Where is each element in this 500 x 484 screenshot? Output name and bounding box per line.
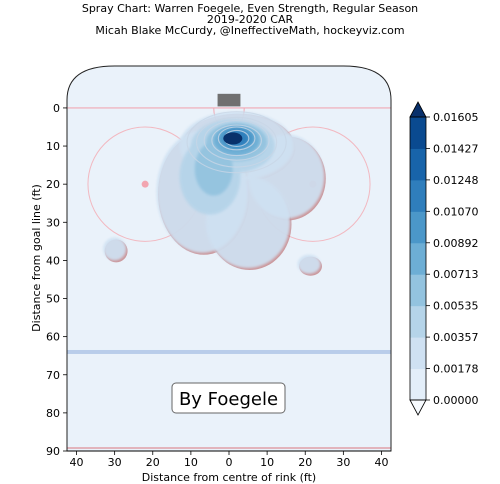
y-tick-label: 80 — [46, 407, 60, 420]
colorbar-tick-label: 0.01605 — [433, 111, 479, 124]
x-tick-label: 0 — [226, 456, 233, 469]
y-tick-label: 70 — [46, 369, 60, 382]
annotation-text: By Foegele — [179, 389, 278, 410]
colorbar-segment — [410, 179, 426, 212]
y-tick-label: 0 — [53, 102, 60, 115]
colorbar-segment — [410, 242, 426, 275]
rink-border — [66, 65, 392, 452]
colorbar-segment — [410, 305, 426, 338]
colorbar-segment — [410, 117, 426, 149]
x-tick-label: 10 — [184, 456, 198, 469]
x-tick-label: 20 — [146, 456, 160, 469]
contour-line — [217, 126, 256, 151]
colorbar-tick-label: 0.01427 — [433, 142, 479, 155]
x-tick-label: 10 — [260, 456, 274, 469]
faceoff-dot — [141, 180, 149, 188]
y-tick-label: 60 — [46, 331, 60, 344]
annotation: By Foegele — [171, 382, 286, 414]
density-blob — [297, 254, 321, 274]
x-tick-label: 40 — [70, 456, 84, 469]
colorbar-segment — [410, 337, 426, 370]
y-tick-label: 30 — [46, 216, 60, 229]
colorbar-segment — [410, 274, 426, 307]
colorbar-tick-label: 0.00892 — [433, 237, 479, 250]
colorbar-tick-label: 0.00535 — [433, 300, 479, 313]
density-blob — [103, 237, 127, 261]
colorbar-segment — [410, 148, 426, 181]
colorbar-segment — [410, 211, 426, 244]
colorbar: 0.00000 0.00178 0.00357 0.00535 0.00713 0.008… — [409, 101, 479, 416]
colorbar-tick-label: 0.00000 — [433, 394, 479, 407]
contour-line — [203, 119, 270, 161]
x-axis-label: Distance from centre of rink (ft) — [142, 471, 316, 484]
density-peak — [223, 132, 243, 145]
rink-markings: By Foegele — [66, 65, 392, 452]
contour-line — [196, 116, 278, 168]
colorbar-tick-label: 0.00178 — [433, 363, 479, 376]
blue-line — [67, 349, 391, 354]
x-tick-label: 20 — [298, 456, 312, 469]
colorbar-tick-label: 0.01070 — [433, 205, 479, 218]
x-tick-label: 40 — [374, 456, 388, 469]
colorbar-tick-label: 0.00357 — [433, 331, 479, 344]
y-tick-label: 10 — [46, 140, 60, 153]
annotation-box — [171, 382, 286, 414]
contour-line — [186, 111, 287, 174]
y-tick-label: 50 — [46, 293, 60, 306]
density-contours — [103, 111, 326, 276]
x-tick-label: 30 — [336, 456, 350, 469]
colorbar-extend-min — [409, 399, 427, 416]
chart-title: Spray Chart: Warren Foegele, Even Streng… — [81, 2, 419, 15]
colorbar-segment — [410, 368, 426, 401]
colorbar-frame — [409, 116, 427, 401]
colorbar-tick-label: 0.00713 — [433, 268, 479, 281]
y-tick-label: 90 — [46, 445, 60, 458]
y-tick-label: 40 — [46, 254, 60, 267]
axes: 40 30 20 10 0 10 20 30 40 0 10 20 30 40 50 60 70 80 90 — [46, 102, 391, 469]
colorbar-tick-label: 0.01248 — [433, 174, 479, 187]
y-tick-label: 20 — [46, 178, 60, 191]
contour-line — [211, 124, 262, 157]
colorbar-extend-max — [409, 101, 427, 118]
x-tick-label: 30 — [108, 456, 122, 469]
chart-credit: Micah Blake McCurdy, @IneffectiveMath, h… — [95, 24, 405, 37]
chart-subtitle: 2019-2020 CAR — [206, 13, 294, 26]
y-axis-label: Distance from goal line (ft) — [30, 184, 43, 332]
goal-net — [217, 93, 241, 107]
